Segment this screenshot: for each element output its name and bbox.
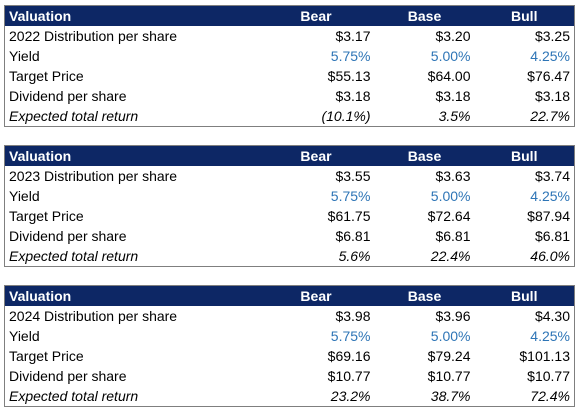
bull-value: $3.74 xyxy=(534,168,570,184)
base-value: 5.00% xyxy=(430,188,471,204)
base-value: 22.4% xyxy=(430,247,471,264)
row-label: Expected total return xyxy=(9,107,139,124)
bear-value: $3.17 xyxy=(335,28,371,44)
header-bear: Bear xyxy=(257,145,375,166)
base-value: $3.20 xyxy=(435,28,471,44)
valuation-table-2022: Valuation Bear Base Bull 2022 Distributi… xyxy=(4,5,575,127)
row-label: Dividend per share xyxy=(9,88,127,104)
bull-value: 46.0% xyxy=(530,247,570,264)
bull-value: 4.25% xyxy=(530,48,570,64)
header-base: Base xyxy=(374,145,475,166)
base-value: $6.81 xyxy=(435,228,471,244)
bull-value: $87.94 xyxy=(527,208,570,224)
table-row-expected-return: Expected total return 5.6% 22.4% 46.0% xyxy=(5,246,575,266)
row-label: Target Price xyxy=(9,68,84,84)
bear-value: (10.1%) xyxy=(321,107,371,124)
table-row-yield: Yield 5.75% 5.00% 4.25% xyxy=(5,186,575,206)
bear-value: $6.81 xyxy=(335,228,371,244)
row-label: Expected total return xyxy=(9,387,139,404)
bear-value: $10.77 xyxy=(327,368,371,384)
bear-value: $55.13 xyxy=(327,68,371,84)
bear-value: $69.16 xyxy=(327,348,371,364)
row-label: Yield xyxy=(9,48,40,64)
header-valuation: Valuation xyxy=(4,145,258,166)
table-row-dividend: Dividend per share $6.81 $6.81 $6.81 xyxy=(5,226,575,246)
table-row-distribution: 2023 Distribution per share $3.55 $3.63 … xyxy=(5,166,575,186)
base-value: $72.64 xyxy=(427,208,471,224)
bear-value: 5.75% xyxy=(330,188,371,204)
table-header-row: Valuation Bear Base Bull xyxy=(4,145,575,166)
base-value: 5.00% xyxy=(430,48,471,64)
table-row-target-price: Target Price $55.13 $64.00 $76.47 xyxy=(5,66,575,86)
row-label: Expected total return xyxy=(9,247,139,264)
header-bear: Bear xyxy=(257,285,375,306)
base-value: 5.00% xyxy=(430,328,471,344)
row-label: Dividend per share xyxy=(9,368,127,384)
bull-value: 4.25% xyxy=(530,328,570,344)
bull-value: $4.30 xyxy=(534,308,570,324)
header-bear: Bear xyxy=(257,5,375,26)
header-bull: Bull xyxy=(474,145,575,166)
table-row-expected-return: Expected total return (10.1%) 3.5% 22.7% xyxy=(5,106,575,126)
bear-value: 5.75% xyxy=(330,328,371,344)
bear-value: 5.6% xyxy=(338,247,371,264)
bear-value: 23.2% xyxy=(330,387,371,404)
row-label: Target Price xyxy=(9,348,84,364)
base-value: $79.24 xyxy=(427,348,471,364)
row-label: 2024 Distribution per share xyxy=(9,308,178,324)
header-bull: Bull xyxy=(474,285,575,306)
row-label: Target Price xyxy=(9,208,84,224)
header-valuation: Valuation xyxy=(4,5,258,26)
base-value: $10.77 xyxy=(427,368,471,384)
table-header-row: Valuation Bear Base Bull xyxy=(4,5,575,26)
bull-value: $101.13 xyxy=(519,348,570,364)
bull-value: $76.47 xyxy=(527,68,570,84)
header-base: Base xyxy=(374,5,475,26)
header-base: Base xyxy=(374,285,475,306)
table-row-distribution: 2022 Distribution per share $3.17 $3.20 … xyxy=(5,26,575,46)
bear-value: $61.75 xyxy=(327,208,371,224)
header-bull: Bull xyxy=(474,5,575,26)
bear-value: 5.75% xyxy=(330,48,371,64)
bull-value: 72.4% xyxy=(530,387,570,404)
table-row-dividend: Dividend per share $3.18 $3.18 $3.18 xyxy=(5,86,575,106)
bull-value: $6.81 xyxy=(534,228,570,244)
table-row-dividend: Dividend per share $10.77 $10.77 $10.77 xyxy=(5,366,575,386)
bull-value: $3.25 xyxy=(534,28,570,44)
base-value: 3.5% xyxy=(438,107,471,124)
row-label: 2023 Distribution per share xyxy=(9,168,178,184)
table-row-yield: Yield 5.75% 5.00% 4.25% xyxy=(5,46,575,66)
bear-value: $3.55 xyxy=(335,168,371,184)
bull-value: $3.18 xyxy=(534,88,570,104)
bull-value: $10.77 xyxy=(527,368,570,384)
row-label: Yield xyxy=(9,188,40,204)
table-row-yield: Yield 5.75% 5.00% 4.25% xyxy=(5,326,575,346)
base-value: 38.7% xyxy=(430,387,471,404)
row-label: Dividend per share xyxy=(9,228,127,244)
table-header-row: Valuation Bear Base Bull xyxy=(4,285,575,306)
table-row-target-price: Target Price $69.16 $79.24 $101.13 xyxy=(5,346,575,366)
row-label: 2022 Distribution per share xyxy=(9,28,178,44)
valuation-table-2024: Valuation Bear Base Bull 2024 Distributi… xyxy=(4,285,575,407)
table-row-expected-return: Expected total return 23.2% 38.7% 72.4% xyxy=(5,386,575,406)
bear-value: $3.18 xyxy=(335,88,371,104)
base-value: $3.18 xyxy=(435,88,471,104)
valuation-table-2023: Valuation Bear Base Bull 2023 Distributi… xyxy=(4,145,575,267)
bull-value: 4.25% xyxy=(530,188,570,204)
table-row-target-price: Target Price $61.75 $72.64 $87.94 xyxy=(5,206,575,226)
bull-value: 22.7% xyxy=(530,107,570,124)
base-value: $3.63 xyxy=(435,168,471,184)
table-row-distribution: 2024 Distribution per share $3.98 $3.96 … xyxy=(5,306,575,326)
bear-value: $3.98 xyxy=(335,308,371,324)
base-value: $3.96 xyxy=(435,308,471,324)
row-label: Yield xyxy=(9,328,40,344)
header-valuation: Valuation xyxy=(4,285,258,306)
base-value: $64.00 xyxy=(427,68,471,84)
